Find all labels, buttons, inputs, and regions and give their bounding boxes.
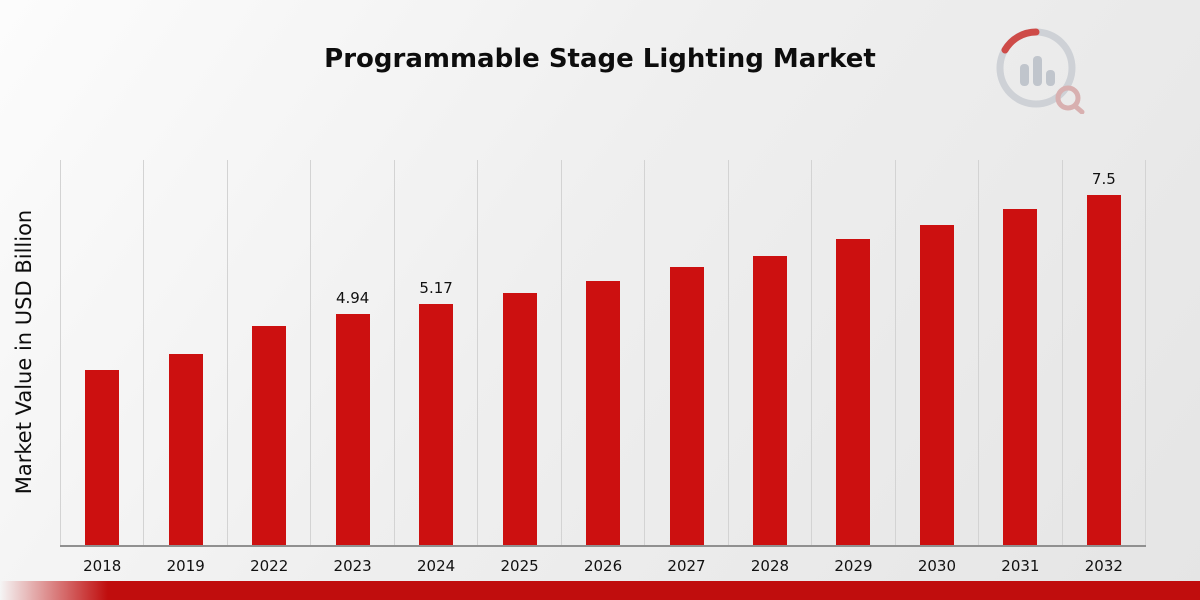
chart-column: 5.17 2024 bbox=[393, 160, 477, 575]
x-tick-label: 2029 bbox=[834, 557, 873, 575]
chart-column: 4.94 2023 bbox=[310, 160, 393, 575]
bar-value-label: 5.17 bbox=[419, 278, 453, 297]
bar-2022 bbox=[252, 325, 287, 545]
bar-2029 bbox=[836, 239, 871, 545]
x-tick-label: 2018 bbox=[83, 557, 122, 575]
chart-column: 2026 bbox=[560, 160, 644, 575]
plot-area: 2018 2019 2022 4.94 2023 5.17 2024 2025 2026 2027… bbox=[60, 160, 1147, 575]
chart-column: 2025 bbox=[477, 160, 560, 575]
x-tick-label: 2025 bbox=[500, 557, 539, 575]
x-tick-label: 2032 bbox=[1084, 557, 1123, 575]
x-tick-label: 2028 bbox=[750, 557, 790, 575]
chart-column: 2029 bbox=[811, 160, 894, 575]
bar-value-label: 4.94 bbox=[335, 289, 370, 308]
bar-2024 bbox=[419, 303, 454, 545]
chart-column: 2027 bbox=[644, 160, 727, 575]
bar-2030 bbox=[919, 225, 954, 545]
bar-2019 bbox=[168, 353, 203, 545]
company-logo-icon bbox=[996, 28, 1085, 114]
bar-2026 bbox=[586, 281, 621, 545]
bar-value-label: 7.5 bbox=[1091, 170, 1116, 188]
x-tick-label: 2026 bbox=[583, 557, 623, 575]
x-tick-label: 2031 bbox=[1001, 557, 1040, 575]
chart-column: 2031 bbox=[978, 160, 1061, 575]
x-tick-label: 2030 bbox=[917, 557, 957, 575]
chart-column: 2022 bbox=[226, 160, 310, 575]
bar-2032 bbox=[1086, 195, 1121, 545]
bar-2023 bbox=[335, 314, 370, 545]
bar-2031 bbox=[1003, 209, 1038, 545]
chart-column: 2028 bbox=[727, 160, 811, 575]
chart-column: 7.5 2032 bbox=[1061, 160, 1147, 575]
bar-2025 bbox=[502, 293, 537, 545]
x-tick-label: 2027 bbox=[667, 557, 706, 575]
x-tick-label: 2023 bbox=[333, 557, 372, 575]
x-tick-label: 2022 bbox=[250, 557, 289, 575]
chart-column: 2019 bbox=[143, 160, 226, 575]
x-tick-label: 2024 bbox=[417, 557, 456, 575]
bar-2018 bbox=[85, 370, 120, 545]
x-tick-label: 2019 bbox=[166, 557, 205, 575]
bar-2028 bbox=[752, 255, 787, 545]
y-axis-label: Market Value in USD Billion bbox=[12, 209, 36, 495]
chart-title: Programmable Stage Lighting Market bbox=[324, 44, 876, 74]
chart-column: 2018 bbox=[60, 160, 143, 575]
bottom-accent-bar bbox=[0, 581, 1200, 600]
bar-2027 bbox=[669, 267, 704, 545]
chart-column: 2030 bbox=[894, 160, 978, 575]
